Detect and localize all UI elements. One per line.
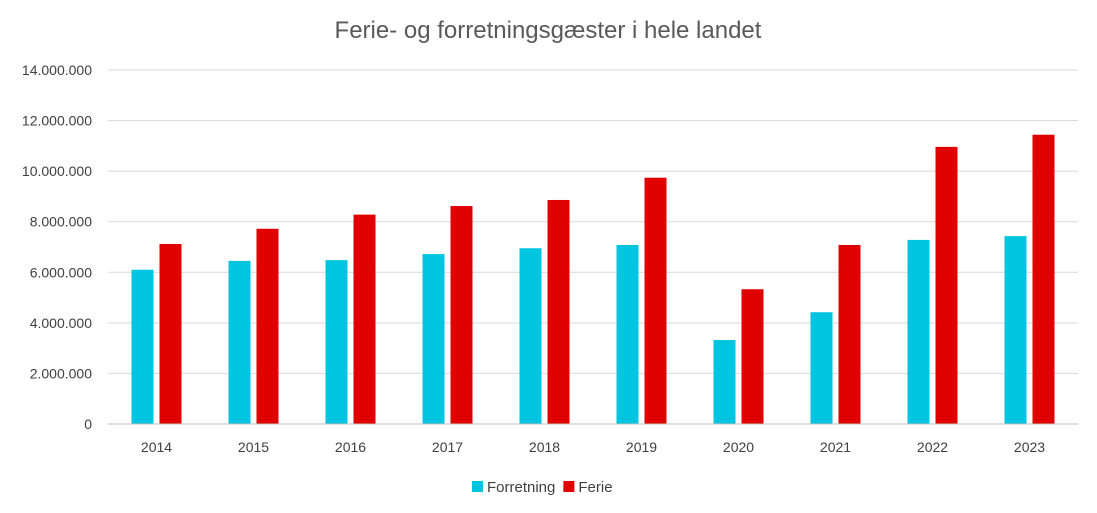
x-tick-label: 2020 [723, 439, 754, 455]
x-tick-label: 2023 [1014, 439, 1045, 455]
bar-ferie-2019 [644, 177, 667, 424]
bar-forretning-2023 [1004, 236, 1027, 424]
y-tick-label: 6.000.000 [30, 264, 92, 280]
bar-forretning-2022 [907, 239, 930, 424]
legend-swatch-ferie [563, 481, 575, 492]
bar-forretning-2015 [228, 260, 251, 424]
bar-ferie-2021 [838, 244, 861, 424]
legend: Forretning Ferie [472, 479, 613, 496]
legend-label-ferie: Ferie [578, 479, 612, 496]
bar-ferie-2014 [159, 243, 182, 424]
bar-forretning-2016 [325, 260, 348, 424]
x-tick-label: 2022 [917, 439, 948, 455]
legend-label-forretning: Forretning [487, 479, 555, 496]
gridlines [108, 69, 1078, 374]
chart-title: Ferie- og forretningsgæster i hele lande… [335, 17, 762, 44]
x-tick-label: 2016 [335, 439, 366, 455]
bars [131, 134, 1055, 424]
bar-ferie-2016 [353, 214, 376, 424]
bar-ferie-2020 [741, 289, 764, 424]
x-axis-ticks: 2014 2015 2016 2017 2018 2019 2020 2021 2022 2023 [141, 439, 1045, 455]
x-tick-label: 2014 [141, 439, 172, 455]
bar-forretning-2017 [422, 254, 445, 424]
bar-forretning-2021 [810, 312, 833, 424]
bar-ferie-2022 [935, 146, 958, 424]
legend-swatch-forretning [472, 481, 483, 492]
bar-forretning-2019 [616, 244, 639, 424]
y-tick-label: 4.000.000 [30, 315, 92, 331]
x-tick-label: 2019 [626, 439, 657, 455]
y-tick-label: 14.000.000 [22, 62, 92, 78]
y-tick-label: 0 [84, 416, 92, 432]
x-tick-label: 2018 [529, 439, 560, 455]
bar-ferie-2018 [547, 199, 570, 424]
y-tick-label: 10.000.000 [22, 163, 92, 179]
y-tick-label: 2.000.000 [30, 365, 92, 381]
x-tick-label: 2017 [432, 439, 463, 455]
bar-forretning-2020 [713, 340, 736, 424]
x-tick-label: 2015 [238, 439, 269, 455]
bar-forretning-2014 [131, 269, 154, 424]
y-axis-ticks: 0 2.000.000 4.000.000 6.000.000 8.000.000 10.… [22, 62, 92, 432]
bar-ferie-2015 [256, 228, 279, 424]
bar-ferie-2023 [1032, 134, 1055, 424]
x-tick-label: 2021 [820, 439, 851, 455]
bar-ferie-2017 [450, 206, 473, 424]
bar-forretning-2018 [519, 248, 542, 424]
y-tick-label: 8.000.000 [30, 214, 92, 230]
y-tick-label: 12.000.000 [22, 113, 92, 129]
